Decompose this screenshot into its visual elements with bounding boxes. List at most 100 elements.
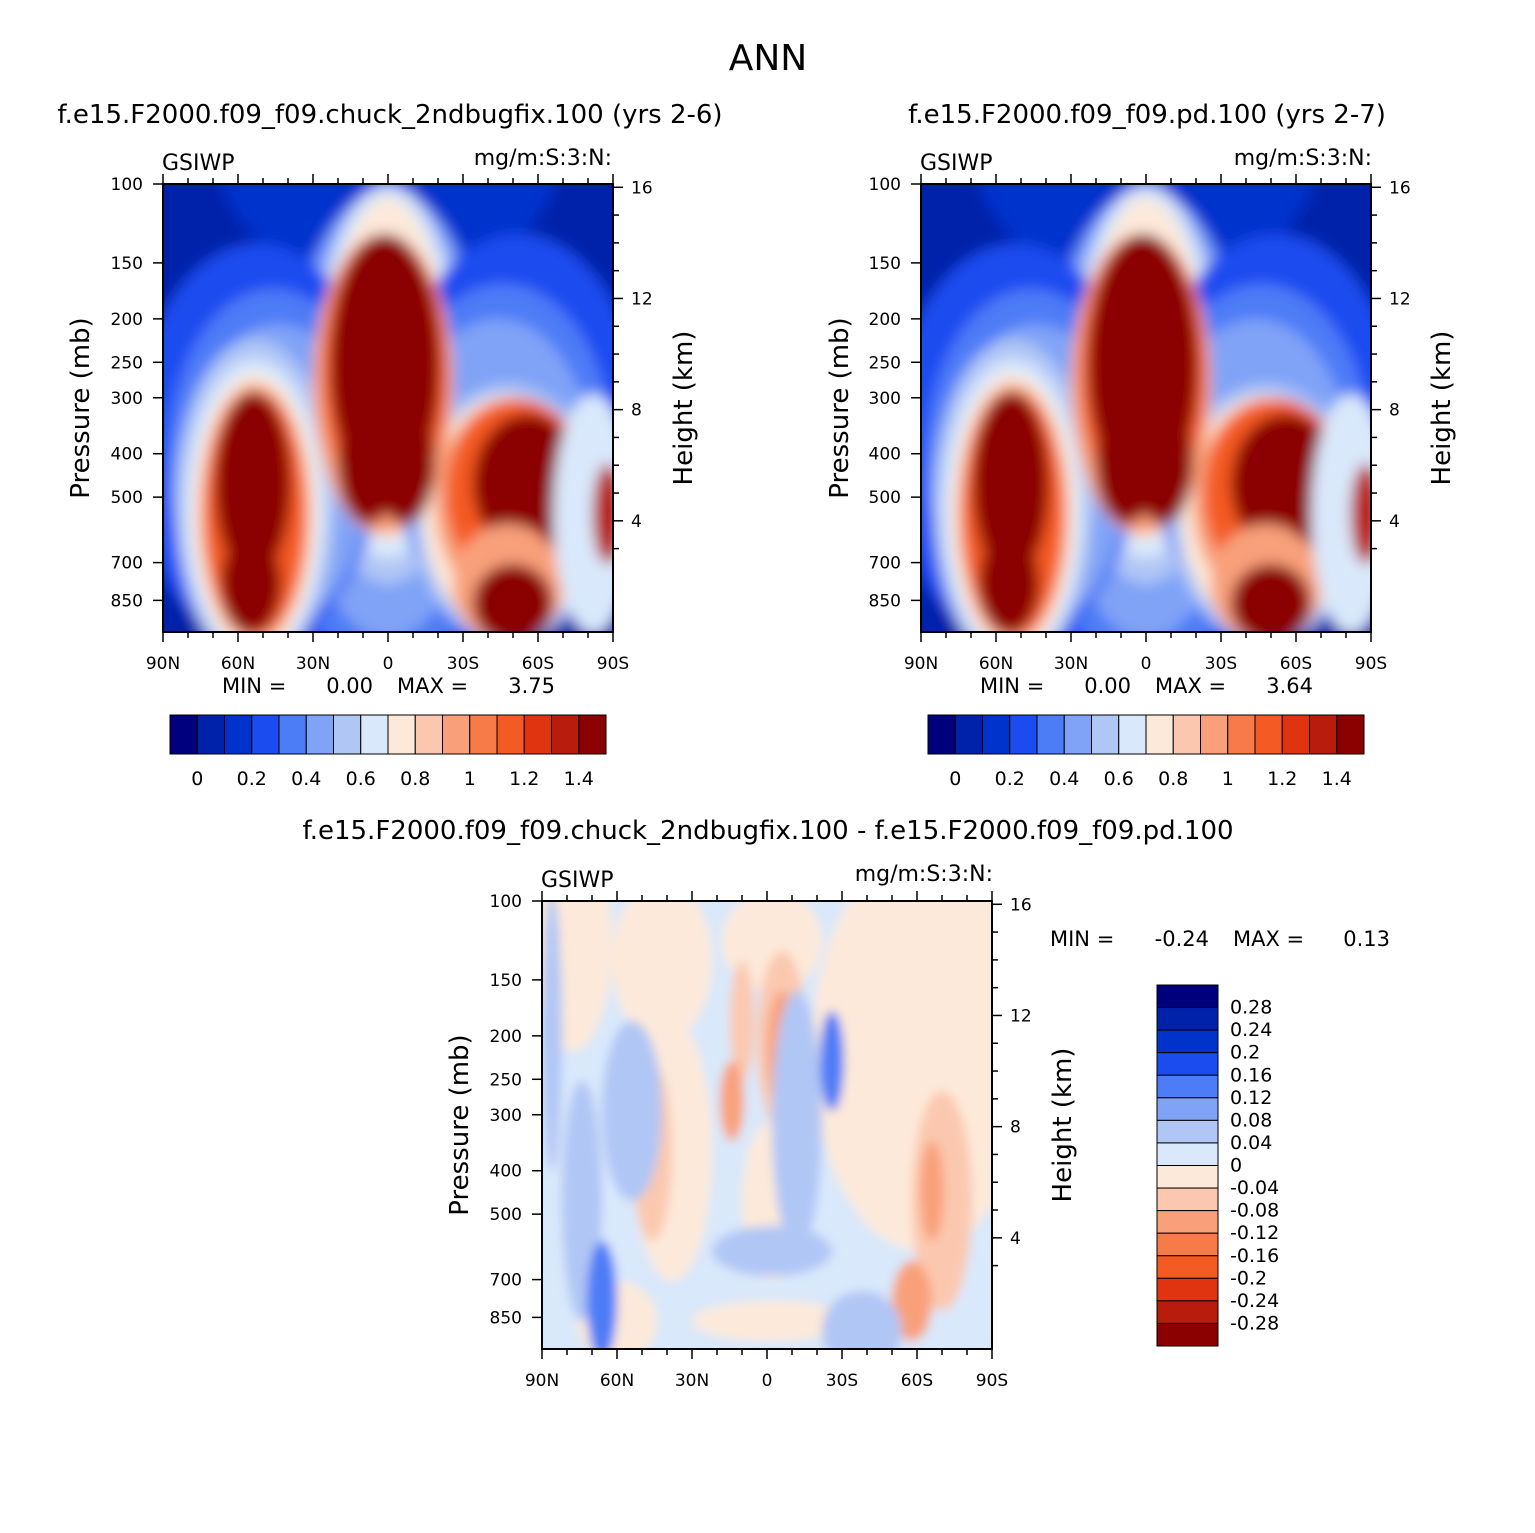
colorbar-box <box>1156 1187 1219 1212</box>
contour-band-negative <box>602 1021 662 1201</box>
panel-left-ytick-label: 500 <box>111 488 143 508</box>
contour-band <box>593 464 613 564</box>
panel-right-ylabel: Pressure (mb) <box>825 317 855 498</box>
panel-diff-ytick-label: 300 <box>490 1106 522 1126</box>
panel-left-xtick-label: 60S <box>522 654 554 674</box>
contour-band <box>1231 564 1311 632</box>
contour-band-positive <box>892 1261 932 1341</box>
colorbar-label: 0.6 <box>1104 768 1134 790</box>
panel-diff-title: f.e15.F2000.f09_f09.chuck_2ndbugfix.100 … <box>302 816 1233 846</box>
colorbar-label: -0.24 <box>1230 1290 1279 1312</box>
panel-right-ytick-label: 150 <box>869 254 901 274</box>
contour-band-positive <box>692 1301 852 1341</box>
colorbar-label: 0.4 <box>291 768 321 790</box>
panel-diff-ytick-label: 850 <box>490 1308 522 1328</box>
colorbar-label: 0.24 <box>1230 1019 1272 1041</box>
panel-diff-y2tick-label: 16 <box>1010 895 1032 915</box>
page-title: ANN <box>729 38 808 79</box>
panel-right-ytick-label: 250 <box>869 353 901 373</box>
panel-left-min-value: 0.00 <box>326 674 373 698</box>
colorbar-box <box>1156 1165 1219 1189</box>
panel-left-ytick-label: 150 <box>111 254 143 274</box>
panel-left-y2tick-label: 8 <box>631 401 642 421</box>
panel-diff-xtick-label: 30S <box>826 1371 858 1391</box>
colorbar-box <box>1156 1007 1219 1031</box>
panel-diff-max-label: MAX = <box>1233 927 1304 951</box>
colorbar-box <box>1156 984 1219 1009</box>
panel-left-title: f.e15.F2000.f09_f09.chuck_2ndbugfix.100 … <box>57 100 722 130</box>
contour-band <box>221 534 281 632</box>
panel-diff-xtick-label: 60S <box>901 1371 933 1391</box>
panel-left-max-value: 3.75 <box>508 674 555 698</box>
colorbar-label: 0.8 <box>1158 768 1188 790</box>
panel-diff-ylabel: Pressure (mb) <box>445 1034 475 1215</box>
colorbar-label: 0.12 <box>1230 1087 1272 1109</box>
colorbar-label: 0.8 <box>400 768 430 790</box>
panel-right-xtick-label: 60S <box>1280 654 1312 674</box>
panel-diff-variable: GSIWP <box>541 868 614 893</box>
colorbar-box <box>1281 714 1310 755</box>
panel-left-ytick-label: 400 <box>111 445 143 465</box>
contour-band-negative <box>542 901 562 1171</box>
panel-right-ytick-label: 700 <box>869 554 901 574</box>
colorbar-box <box>196 714 225 755</box>
colorbar-label: -0.12 <box>1230 1222 1279 1244</box>
colorbar-label: 1.4 <box>564 768 594 790</box>
colorbar-box <box>1118 714 1147 755</box>
colorbar-label: 1.4 <box>1322 768 1352 790</box>
panel-left-min-label: MIN = <box>222 674 286 698</box>
colorbar-box <box>1145 714 1174 755</box>
panel-right-max-value: 3.64 <box>1266 674 1313 698</box>
panel-diff-field <box>542 901 992 1349</box>
colorbar-box <box>169 714 198 755</box>
panel-right: f.e15.F2000.f09_f09.pd.100 (yrs 2-7) GSI… <box>825 100 1457 790</box>
colorbar-label: -0.08 <box>1230 1200 1279 1222</box>
panel-right-y2tick-label: 12 <box>1389 289 1411 309</box>
colorbar-box <box>360 714 389 755</box>
panel-right-ytick-label: 100 <box>869 175 901 195</box>
panel-left-y2tick-label: 4 <box>631 512 642 532</box>
colorbar-label: 0 <box>1230 1155 1242 1177</box>
contour-band <box>1133 404 1193 524</box>
colorbar-box <box>305 714 334 755</box>
colorbar-box <box>1156 1097 1219 1121</box>
panel-left-ytick-label: 850 <box>111 591 143 611</box>
colorbar-label: 0 <box>191 768 203 790</box>
panel-diff-colorbar: 0.280.240.20.160.120.080.040-0.04-0.08-0… <box>1156 984 1279 1347</box>
panel-left-xtick-label: 60N <box>221 654 255 674</box>
colorbar-label: 1.2 <box>1267 768 1297 790</box>
colorbar-label: 0.6 <box>346 768 376 790</box>
panel-right-y2label: Height (km) <box>1427 331 1457 486</box>
colorbar-box <box>224 714 253 755</box>
panel-diff: f.e15.F2000.f09_f09.chuck_2ndbugfix.100 … <box>302 816 1390 1391</box>
colorbar-box <box>523 714 552 755</box>
panel-right-xtick-label: 30N <box>1054 654 1088 674</box>
contour-band-negative <box>820 1011 844 1111</box>
contour-band <box>473 564 553 632</box>
colorbar-box <box>251 714 280 755</box>
panel-diff-ytick-label: 150 <box>490 971 522 991</box>
contour-band-positive <box>920 1141 944 1241</box>
panel-right-units: mg/m:S:3:N: <box>1234 146 1372 171</box>
colorbar-box <box>1156 1210 1219 1234</box>
contour-band <box>973 392 1049 576</box>
panel-diff-xtick-label: 0 <box>762 1371 773 1391</box>
colorbar-box <box>1309 714 1338 755</box>
contour-band-negative <box>712 1226 832 1276</box>
colorbar-box <box>1200 714 1229 755</box>
panel-left-xtick-label: 30S <box>447 654 479 674</box>
panel-diff-units: mg/m:S:3:N: <box>855 862 993 887</box>
panel-diff-ytick-label: 250 <box>490 1070 522 1090</box>
panel-left-max-label: MAX = <box>397 674 468 698</box>
colorbar-box <box>1156 1029 1219 1054</box>
panel-diff-max-value: 0.13 <box>1343 927 1390 951</box>
colorbar-box <box>1336 714 1365 755</box>
panel-diff-ytick-label: 700 <box>490 1271 522 1291</box>
colorbar-box <box>954 714 983 755</box>
colorbar-box <box>1156 1052 1219 1076</box>
panel-right-xtick-label: 90S <box>1355 654 1387 674</box>
colorbar-box <box>1009 714 1038 755</box>
panel-right-y2tick-label: 8 <box>1389 401 1400 421</box>
colorbar-box <box>1091 714 1120 755</box>
colorbar-box <box>1172 714 1201 755</box>
